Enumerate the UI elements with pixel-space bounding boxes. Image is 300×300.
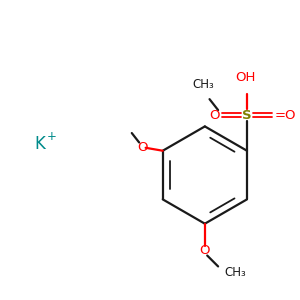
Text: O: O	[200, 244, 210, 257]
Text: O: O	[209, 109, 220, 122]
Text: CH₃: CH₃	[192, 78, 214, 91]
Text: CH₃: CH₃	[224, 266, 246, 279]
Text: OH: OH	[235, 71, 256, 84]
Text: +: +	[46, 130, 56, 143]
Text: S: S	[242, 109, 252, 122]
Text: K: K	[34, 135, 45, 153]
Text: O: O	[137, 141, 147, 154]
Text: =O: =O	[275, 109, 296, 122]
